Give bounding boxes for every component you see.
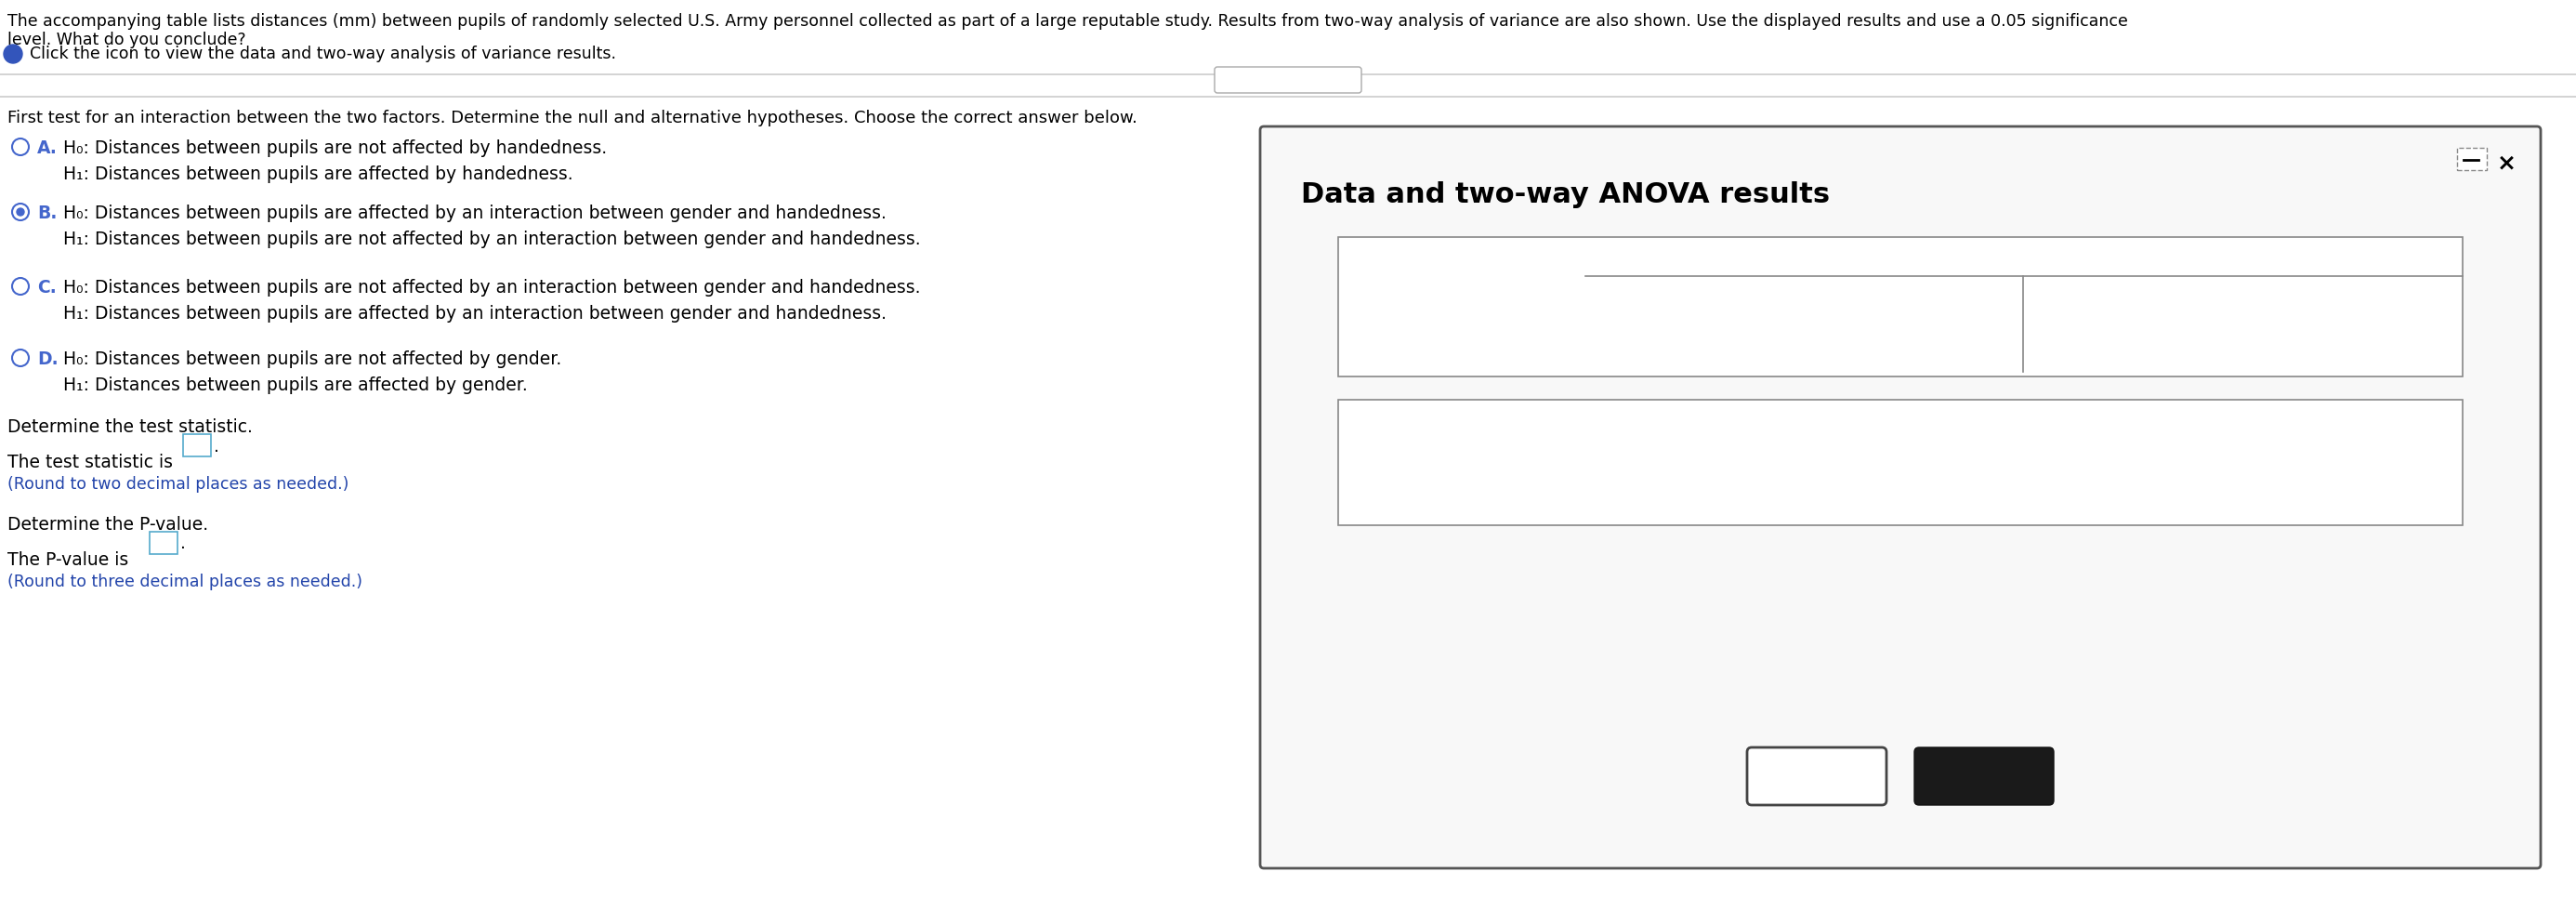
Text: H₁: Distances between pupils are affected by handedness.: H₁: Distances between pupils are affecte… <box>64 165 572 183</box>
Text: Interaction:: Interaction: <box>1345 435 1453 452</box>
Text: 0.09100: 0.09100 <box>2172 435 2239 452</box>
Text: 3.23445: 3.23445 <box>1857 435 1922 452</box>
Text: Left-Handed: Left-Handed <box>2166 246 2282 263</box>
Text: P-Value:: P-Value: <box>2172 409 2246 426</box>
Text: 24.2: 24.2 <box>1664 491 1700 507</box>
Text: 0.01375: 0.01375 <box>2172 463 2239 480</box>
FancyBboxPatch shape <box>1914 747 2053 805</box>
Text: 1: 1 <box>1571 435 1582 452</box>
FancyBboxPatch shape <box>1260 127 2540 868</box>
Text: H₁: Distances between pupils are affected by an interaction between gender and h: H₁: Distances between pupils are affecte… <box>64 305 886 322</box>
Text: .....: ..... <box>1278 73 1298 85</box>
Text: 66 64 68 69 70: 66 64 68 69 70 <box>1741 335 1868 351</box>
Text: The test statistic is: The test statistic is <box>8 453 178 471</box>
Text: C.: C. <box>36 279 57 296</box>
Text: 69 69 64 68 65: 69 69 64 68 65 <box>2161 335 2287 351</box>
Text: First test for an interaction between the two factors. Determine the null and al: First test for an interaction between th… <box>8 110 1139 127</box>
FancyBboxPatch shape <box>1216 67 1360 93</box>
FancyBboxPatch shape <box>149 532 178 554</box>
Text: DF:: DF: <box>1571 409 1600 426</box>
Text: 0.14758: 0.14758 <box>2172 491 2239 507</box>
Text: H₀: Distances between pupils are not affected by handedness.: H₀: Distances between pupils are not aff… <box>64 139 608 157</box>
Text: 80: 80 <box>1664 463 1685 480</box>
Text: B.: B. <box>36 205 57 222</box>
Text: H₀: Distances between pupils are not affected by an interaction between gender a: H₀: Distances between pupils are not aff… <box>64 279 920 296</box>
Text: (Round to two decimal places as needed.): (Round to two decimal places as needed.) <box>8 476 348 493</box>
Text: Female: Female <box>1510 297 1579 314</box>
Text: 1: 1 <box>1571 463 1582 480</box>
FancyBboxPatch shape <box>1337 400 2463 525</box>
Text: A.: A. <box>36 139 57 157</box>
Text: Source:: Source: <box>1345 409 1414 426</box>
Text: MS:: MS: <box>1762 409 1795 426</box>
Text: H₁: Distances between pupils are affected by gender.: H₁: Distances between pupils are affecte… <box>64 376 528 394</box>
Text: The P-value is: The P-value is <box>8 551 134 569</box>
Text: (Round to three decimal places as needed.): (Round to three decimal places as needed… <box>8 574 363 590</box>
Text: 4.49401: 4.49401 <box>2014 463 2079 480</box>
Text: .: . <box>180 535 185 552</box>
Text: Male: Male <box>1533 335 1579 351</box>
Text: 24.2: 24.2 <box>1762 491 1795 507</box>
Circle shape <box>3 45 23 63</box>
Text: The accompanying table lists distances (mm) between pupils of randomly selected : The accompanying table lists distances (… <box>8 13 2128 30</box>
FancyBboxPatch shape <box>1337 237 2463 376</box>
Text: Row Variable:: Row Variable: <box>1345 463 1471 480</box>
FancyBboxPatch shape <box>183 434 211 456</box>
Text: H₁: Distances between pupils are not affected by an interaction between gender a: H₁: Distances between pupils are not aff… <box>64 231 920 248</box>
FancyBboxPatch shape <box>2458 148 2486 170</box>
Text: 33.8: 33.8 <box>1664 435 1700 452</box>
Circle shape <box>15 208 23 216</box>
Text: 65 64 59 60 56: 65 64 59 60 56 <box>1739 297 1868 314</box>
Text: D.: D. <box>36 350 59 368</box>
Text: Click the icon to view the data and two-way analysis of variance results.: Click the icon to view the data and two-… <box>31 46 616 62</box>
Text: H₀: Distances between pupils are not affected by gender.: H₀: Distances between pupils are not aff… <box>64 350 562 368</box>
Text: i: i <box>10 48 15 60</box>
Text: 80: 80 <box>1762 463 1783 480</box>
Text: Column Variable:: Column Variable: <box>1345 491 1502 507</box>
Text: Print: Print <box>1795 760 1839 778</box>
Text: 4.49401: 4.49401 <box>2014 491 2079 507</box>
Text: Right-Handed: Right-Handed <box>1739 246 1868 263</box>
Text: SS:: SS: <box>1664 409 1695 426</box>
Text: Determine the test statistic.: Determine the test statistic. <box>8 418 252 436</box>
Text: H₀: Distances between pupils are affected by an interaction between gender and h: H₀: Distances between pupils are affecte… <box>64 205 886 222</box>
Text: 1: 1 <box>1571 491 1582 507</box>
Text: 33.8: 33.8 <box>1762 435 1798 452</box>
FancyBboxPatch shape <box>1747 747 1886 805</box>
Text: .: . <box>214 437 219 455</box>
Text: Critical F:: Critical F: <box>2014 409 2102 426</box>
Text: Data and two-way ANOVA results: Data and two-way ANOVA results <box>1301 181 1829 208</box>
Text: ⊡: ⊡ <box>2298 246 2308 260</box>
Text: 71 63 62 69 63: 71 63 62 69 63 <box>2159 297 2287 314</box>
Text: 4.49401: 4.49401 <box>2014 435 2079 452</box>
Text: Determine the P-value.: Determine the P-value. <box>8 516 209 533</box>
Text: 7.65550: 7.65550 <box>1857 463 1924 480</box>
Text: Test Stat, F:: Test Stat, F: <box>1857 409 1965 426</box>
Text: level. What do you conclude?: level. What do you conclude? <box>8 31 245 48</box>
Text: Done: Done <box>1958 760 2009 778</box>
Text: 2.31579: 2.31579 <box>1857 491 1924 507</box>
Text: ×: × <box>2496 153 2517 175</box>
